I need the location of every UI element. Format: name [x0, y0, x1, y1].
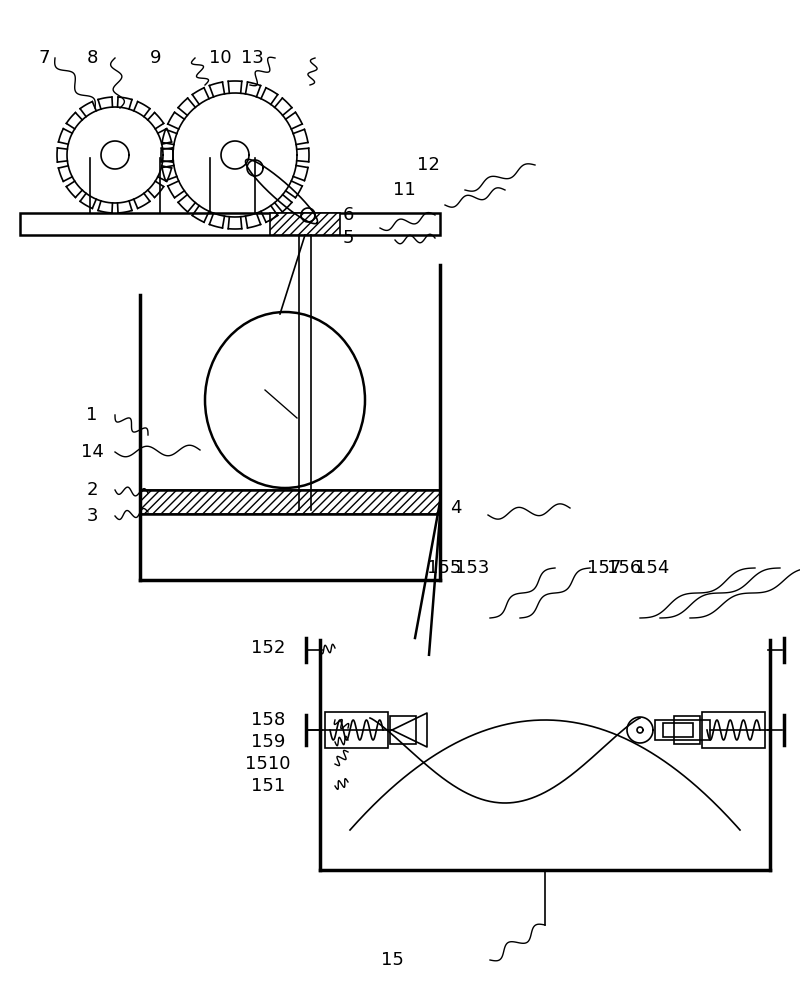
Bar	[702, 712, 765, 748]
Text: 1510: 1510	[246, 755, 290, 773]
Text: 152: 152	[251, 639, 285, 657]
Text: 5: 5	[342, 229, 354, 247]
Text: 10: 10	[209, 49, 231, 67]
Bar	[655, 720, 710, 740]
Text: 155: 155	[427, 559, 461, 577]
Text: 158: 158	[251, 711, 285, 729]
Text: 2: 2	[86, 481, 98, 499]
Bar	[270, 213, 340, 235]
Bar	[325, 712, 388, 748]
Bar	[390, 716, 416, 744]
Text: 157: 157	[587, 559, 621, 577]
Bar	[674, 716, 700, 744]
Text: 151: 151	[251, 777, 285, 795]
Text: 6: 6	[342, 206, 354, 224]
Bar	[663, 723, 693, 737]
Text: 3: 3	[86, 507, 98, 525]
Text: 8: 8	[86, 49, 98, 67]
Text: 1: 1	[86, 406, 98, 424]
Text: 7: 7	[38, 49, 50, 67]
Text: 9: 9	[150, 49, 162, 67]
Bar	[20, 213, 440, 235]
Text: 14: 14	[81, 443, 103, 461]
Text: 154: 154	[635, 559, 669, 577]
Text: 4: 4	[450, 499, 462, 517]
Text: 13: 13	[241, 49, 263, 67]
Text: 153: 153	[455, 559, 489, 577]
Text: 11: 11	[393, 181, 415, 199]
Text: 159: 159	[251, 733, 285, 751]
Text: 15: 15	[381, 951, 403, 969]
Text: 156: 156	[607, 559, 641, 577]
Bar	[140, 490, 440, 514]
Text: 12: 12	[417, 156, 439, 174]
